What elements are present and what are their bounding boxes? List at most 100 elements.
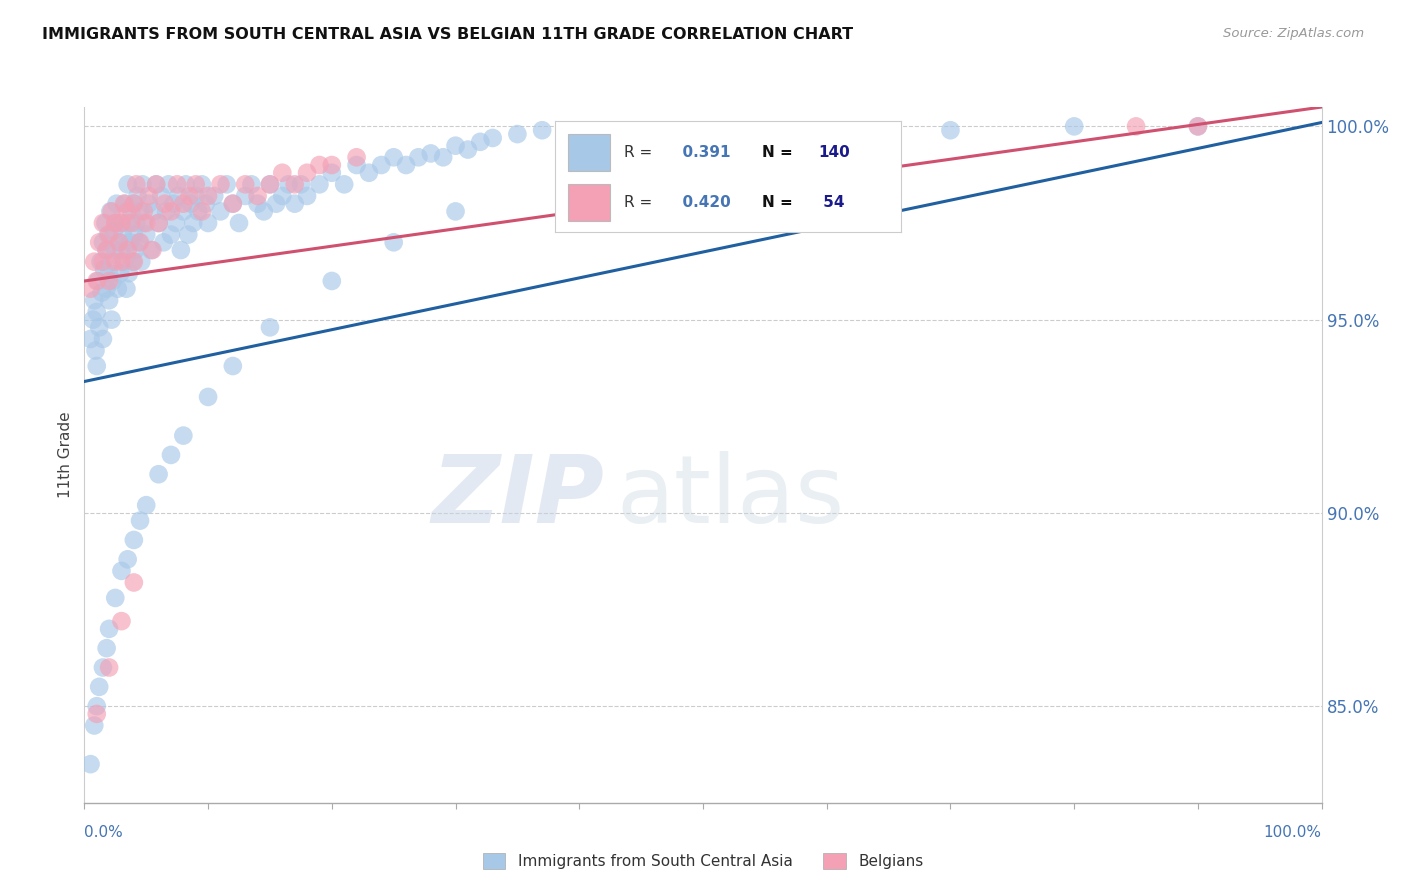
Point [91, 660, 114, 674]
Point [122, 575, 145, 590]
Point [166, 178, 188, 192]
Point [110, 216, 132, 230]
Point [108, 235, 131, 250]
Point [104, 243, 127, 257]
Point [209, 178, 232, 192]
Point [184, 178, 207, 192]
Point [104, 216, 127, 230]
Point [382, 150, 405, 164]
Point [141, 243, 163, 257]
Point [357, 166, 380, 180]
Point [145, 178, 167, 192]
Point [115, 282, 138, 296]
Point [127, 189, 149, 203]
Point [191, 204, 214, 219]
Point [295, 166, 318, 180]
Point [104, 216, 127, 230]
Point [100, 254, 122, 268]
Y-axis label: 11th Grade: 11th Grade [58, 411, 73, 499]
Point [1187, 120, 1209, 134]
Point [162, 196, 184, 211]
Point [165, 216, 187, 230]
Point [506, 127, 529, 141]
Point [129, 204, 152, 219]
Point [531, 123, 554, 137]
Point [321, 274, 343, 288]
Point [120, 204, 142, 219]
Point [152, 235, 174, 250]
Point [117, 552, 139, 566]
Point [96, 641, 118, 656]
Point [86, 305, 108, 319]
Point [141, 243, 163, 257]
Point [157, 178, 180, 192]
Point [129, 254, 152, 268]
Point [444, 204, 467, 219]
Point [754, 138, 776, 153]
Point [233, 178, 256, 192]
Point [481, 131, 503, 145]
Point [105, 196, 128, 211]
Point [419, 146, 441, 161]
Point [815, 131, 838, 145]
Point [91, 332, 114, 346]
Point [346, 150, 368, 164]
Point [222, 359, 245, 373]
Point [184, 189, 207, 203]
Point [100, 204, 122, 219]
Point [197, 189, 219, 203]
Point [308, 178, 330, 192]
Point [132, 204, 155, 219]
Point [104, 591, 127, 605]
Point [153, 196, 176, 211]
Point [110, 564, 132, 578]
Point [98, 274, 121, 288]
Point [284, 178, 307, 192]
Point [104, 254, 127, 268]
Point [172, 196, 194, 211]
Point [129, 235, 152, 250]
Point [135, 227, 157, 242]
Point [160, 448, 183, 462]
Point [96, 243, 118, 257]
Point [129, 514, 152, 528]
Point [142, 204, 165, 219]
Point [107, 282, 129, 296]
Point [233, 189, 256, 203]
Point [172, 428, 194, 442]
Point [122, 254, 145, 268]
Point [395, 158, 418, 172]
Point [877, 127, 900, 141]
Point [939, 123, 962, 137]
Point [160, 204, 183, 219]
Point [98, 204, 121, 219]
Point [222, 196, 245, 211]
Point [197, 390, 219, 404]
Point [112, 196, 135, 211]
Point [187, 204, 209, 219]
Point [91, 216, 114, 230]
Point [253, 204, 276, 219]
Point [692, 146, 714, 161]
Point [277, 178, 299, 192]
Point [172, 204, 194, 219]
Point [101, 274, 124, 288]
Point [79, 332, 101, 346]
Point [284, 196, 307, 211]
Point [259, 320, 281, 334]
Legend: Immigrants from South Central Asia, Belgians: Immigrants from South Central Asia, Belg… [477, 847, 929, 875]
Text: atlas: atlas [616, 450, 845, 542]
Point [122, 196, 145, 211]
Point [82, 312, 104, 326]
Point [222, 196, 245, 211]
Point [333, 178, 356, 192]
Point [174, 178, 197, 192]
Point [240, 178, 263, 192]
Point [110, 243, 132, 257]
Point [96, 282, 118, 296]
Point [308, 158, 330, 172]
Point [93, 262, 115, 277]
Point [110, 266, 132, 280]
Point [408, 150, 430, 164]
Point [150, 189, 173, 203]
